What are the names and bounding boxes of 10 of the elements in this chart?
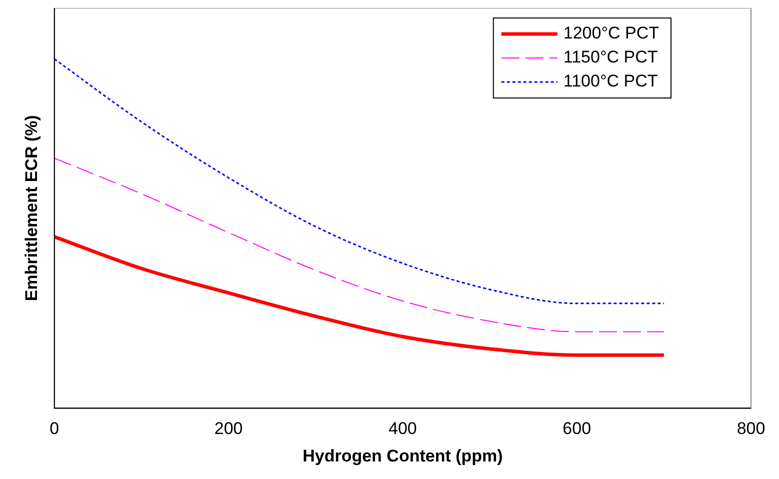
- x-tick-label: 0: [50, 419, 60, 438]
- x-tick-label: 600: [562, 419, 592, 438]
- legend-label: 1150°C PCT: [563, 48, 658, 67]
- legend-label: 1200°C PCT: [563, 24, 660, 43]
- legend-label: 1100°C PCT: [563, 72, 658, 91]
- y-axis-title: Embrittlement ECR (%): [22, 115, 41, 302]
- x-axis-title: Hydrogen Content (ppm): [302, 446, 503, 466]
- x-tick-label: 200: [214, 419, 243, 438]
- x-tick-label: 800: [736, 419, 766, 438]
- x-tick-label: 400: [388, 419, 417, 438]
